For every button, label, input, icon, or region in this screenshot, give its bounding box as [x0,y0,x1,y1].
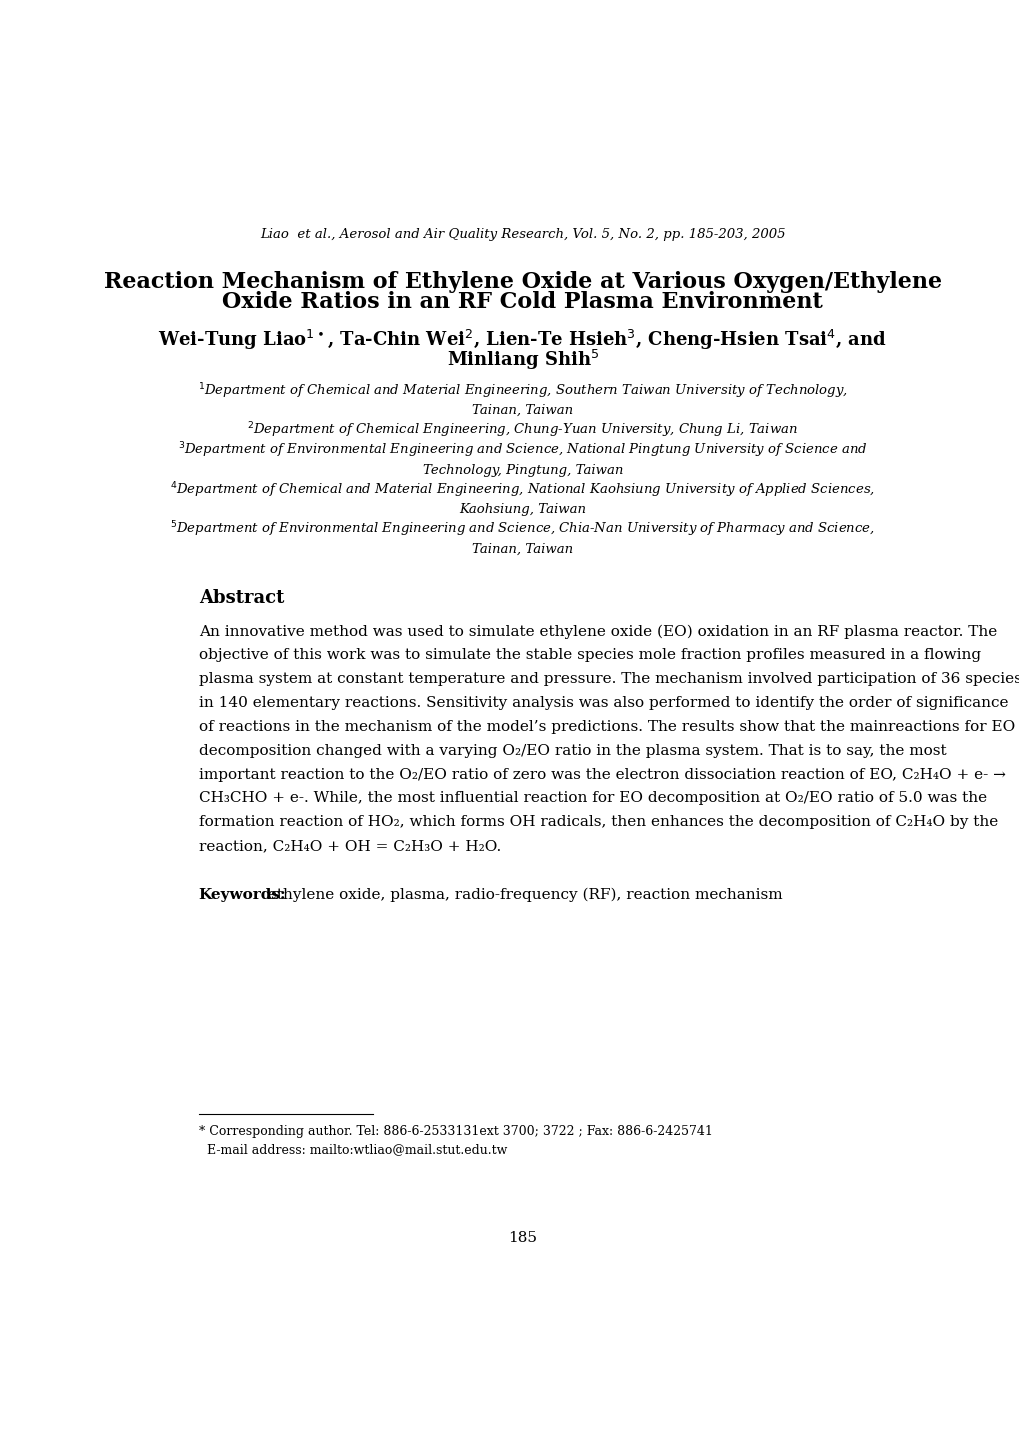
Text: Oxide Ratios in an RF Cold Plasma Environment: Oxide Ratios in an RF Cold Plasma Enviro… [222,291,822,313]
Text: $^{1}$Department of Chemical and Material Engineering, Southern Taiwan Universit: $^{1}$Department of Chemical and Materia… [198,381,847,401]
Text: formation reaction of HO₂, which forms OH radicals, then enhances the decomposit: formation reaction of HO₂, which forms O… [199,815,997,830]
Text: Abstract: Abstract [199,589,283,606]
Text: $^{3}$Department of Environmental Engineering and Science, National Pingtung Uni: $^{3}$Department of Environmental Engine… [177,440,867,460]
Text: of reactions in the mechanism of the model’s predictions. The results show that : of reactions in the mechanism of the mod… [199,720,1014,734]
Text: in 140 elementary reactions. Sensitivity analysis was also performed to identify: in 140 elementary reactions. Sensitivity… [199,696,1007,710]
Text: important reaction to the O₂/EO ratio of zero was the electron dissociation reac: important reaction to the O₂/EO ratio of… [199,768,1005,782]
Text: objective of this work was to simulate the stable species mole fraction profiles: objective of this work was to simulate t… [199,648,980,662]
Text: $^{4}$Department of Chemical and Material Engineering, National Kaohsiung Univer: $^{4}$Department of Chemical and Materia… [170,481,874,499]
Text: plasma system at constant temperature and pressure. The mechanism involved parti: plasma system at constant temperature an… [199,672,1019,685]
Text: CH₃CHO + e-. While, the most influential reaction for EO decomposition at O₂/EO : CH₃CHO + e-. While, the most influential… [199,792,985,805]
Text: An innovative method was used to simulate ethylene oxide (EO) oxidation in an RF: An innovative method was used to simulat… [199,625,996,639]
Text: Tainan, Taiwan: Tainan, Taiwan [472,404,573,417]
Text: E-mail address: mailto:wtliao@mail.stut.edu.tw: E-mail address: mailto:wtliao@mail.stut.… [199,1143,506,1156]
Text: Reaction Mechanism of Ethylene Oxide at Various Oxygen/Ethylene: Reaction Mechanism of Ethylene Oxide at … [104,271,941,293]
Text: Minliang Shih$^{5}$: Minliang Shih$^{5}$ [446,348,598,372]
Text: Keywords:: Keywords: [199,887,286,902]
Text: * Corresponding author. Tel: 886-6-2533131ext 3700; 3722 ; Fax: 886-6-2425741: * Corresponding author. Tel: 886-6-25331… [199,1126,712,1139]
Text: ethylene oxide, plasma, radio-frequency (RF), reaction mechanism: ethylene oxide, plasma, radio-frequency … [263,887,783,902]
Text: Technology, Pingtung, Taiwan: Technology, Pingtung, Taiwan [422,463,623,476]
Text: $^{5}$Department of Environmental Engineering and Science, Chia-Nan University o: $^{5}$Department of Environmental Engine… [170,519,874,540]
Text: Liao  et al., Aerosol and Air Quality Research, Vol. 5, No. 2, pp. 185-203, 2005: Liao et al., Aerosol and Air Quality Res… [260,228,785,241]
Text: Tainan, Taiwan: Tainan, Taiwan [472,543,573,556]
Text: Wei-Tung Liao$^{1\bullet}$, Ta-Chin Wei$^{2}$, Lien-Te Hsieh$^{3}$, Cheng-Hsien : Wei-Tung Liao$^{1\bullet}$, Ta-Chin Wei$… [158,328,887,352]
Text: 185: 185 [507,1231,537,1245]
Text: reaction, C₂H₄O + OH = C₂H₃O + H₂O.: reaction, C₂H₄O + OH = C₂H₃O + H₂O. [199,840,500,853]
Text: $^{2}$Department of Chemical Engineering, Chung-Yuan University, Chung Li, Taiwa: $^{2}$Department of Chemical Engineering… [247,421,798,440]
Text: decomposition changed with a varying O₂/EO ratio in the plasma system. That is t: decomposition changed with a varying O₂/… [199,743,946,758]
Text: Kaohsiung, Taiwan: Kaohsiung, Taiwan [459,504,586,517]
